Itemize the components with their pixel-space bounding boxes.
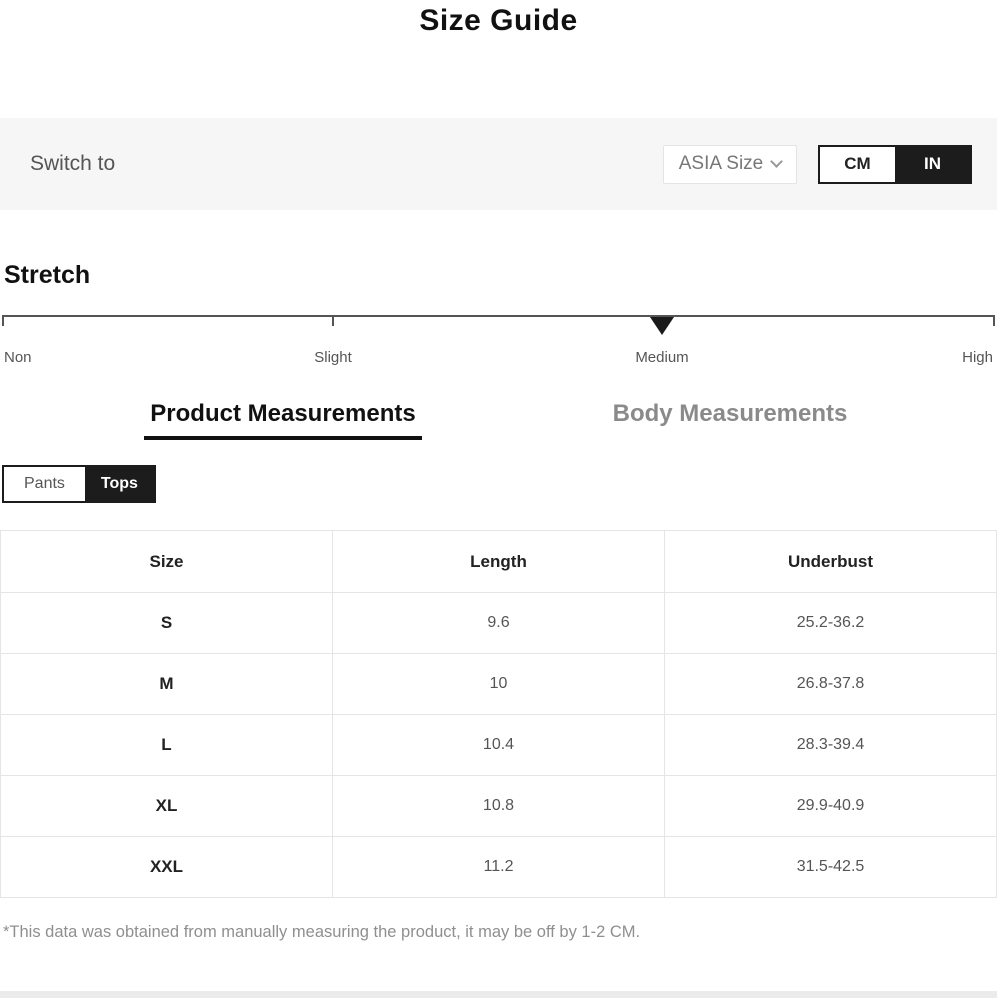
tab-product-measurements-label: Product Measurements: [144, 400, 422, 440]
cell-size: L: [0, 714, 333, 776]
table-row: M 10 26.8-37.8: [0, 653, 997, 715]
stretch-level-non: Non: [4, 349, 32, 366]
chevron-down-icon: [770, 155, 784, 168]
table-header-row: Size Length Underbust: [0, 530, 997, 593]
unit-switch-bar: Switch to ASIA Size CM IN: [0, 118, 997, 210]
tab-product-measurements[interactable]: Product Measurements: [117, 400, 449, 440]
cell-underbust: 28.3-39.4: [664, 714, 997, 776]
triangle-down-icon: [650, 317, 674, 335]
bottom-divider: [0, 991, 997, 998]
cell-underbust: 31.5-42.5: [664, 836, 997, 898]
table-row: L 10.4 28.3-39.4: [0, 714, 997, 776]
cell-underbust: 25.2-36.2: [664, 592, 997, 654]
stretch-level-medium: Medium: [635, 349, 689, 366]
column-header-size: Size: [0, 530, 333, 593]
cell-size: M: [0, 653, 333, 715]
category-tops-button[interactable]: Tops: [84, 467, 154, 501]
size-table: Size Length Underbust S 9.6 25.2-36.2 M …: [0, 530, 997, 898]
cell-size: XL: [0, 775, 333, 837]
cell-underbust: 26.8-37.8: [664, 653, 997, 715]
category-toggle: Pants Tops: [2, 465, 156, 503]
cell-underbust: 29.9-40.9: [664, 775, 997, 837]
region-size-value: ASIA Size: [678, 153, 764, 174]
cell-length: 10: [332, 653, 665, 715]
table-row: S 9.6 25.2-36.2: [0, 592, 997, 654]
stretch-tick-high: [993, 315, 995, 326]
page-title: Size Guide: [419, 4, 578, 37]
unit-cm-button[interactable]: CM: [820, 146, 895, 182]
category-pants-button[interactable]: Pants: [4, 467, 85, 501]
stretch-tick-slight: [332, 315, 334, 326]
column-header-underbust: Underbust: [664, 530, 997, 593]
unit-toggle: CM IN: [818, 144, 972, 184]
stretch-tick-non: [2, 315, 4, 326]
cell-length: 10.4: [332, 714, 665, 776]
measurement-disclaimer: *This data was obtained from manually me…: [3, 923, 641, 941]
tab-body-measurements[interactable]: Body Measurements: [612, 400, 848, 427]
column-header-length: Length: [332, 530, 665, 593]
stretch-scale-line: [2, 315, 995, 317]
cell-length: 10.8: [332, 775, 665, 837]
unit-in-button[interactable]: IN: [895, 146, 970, 182]
cell-size: XXL: [0, 836, 333, 898]
cell-size: S: [0, 592, 333, 654]
switch-to-label: Switch to: [30, 152, 116, 175]
cell-length: 11.2: [332, 836, 665, 898]
cell-length: 9.6: [332, 592, 665, 654]
table-row: XXL 11.2 31.5-42.5: [0, 836, 997, 898]
stretch-level-slight: Slight: [314, 349, 352, 366]
table-row: XL 10.8 29.9-40.9: [0, 775, 997, 837]
region-size-select[interactable]: ASIA Size: [663, 144, 797, 184]
stretch-level-high: High: [962, 349, 993, 366]
stretch-heading: Stretch: [4, 261, 91, 289]
